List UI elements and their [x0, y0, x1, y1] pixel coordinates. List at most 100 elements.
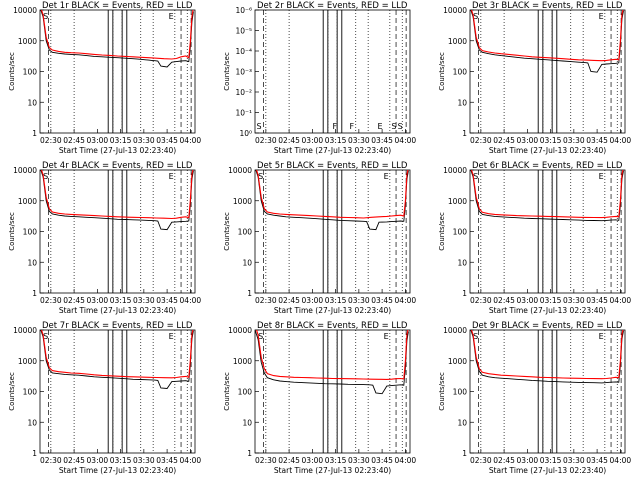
y-tick-label: 1	[462, 449, 467, 458]
x-tick-label: 03:30	[133, 136, 155, 145]
x-tick-label: 04:00	[180, 136, 202, 145]
panel: Det 4r BLACK = Events, RED = LLD 1 10 100 10…	[8, 161, 201, 315]
x-tick-label: 03:45	[156, 456, 178, 465]
flag-letter: F	[333, 122, 338, 131]
y-tick-label: 1000	[448, 37, 467, 46]
x-tick-label: 02:30	[40, 136, 62, 145]
x-tick-label: 02:30	[255, 456, 277, 465]
x-axis-label: Start Time (27-Jul-13 02:23:40)	[274, 306, 391, 315]
lld-series-line	[255, 330, 409, 380]
y-tick-label: 10	[457, 418, 467, 427]
y-axis-label: Counts/sec	[8, 212, 16, 251]
x-tick-label: 02:45	[63, 136, 85, 145]
y-tick-label: 10	[27, 418, 37, 427]
x-tick-label: 03:30	[133, 296, 155, 305]
x-tick-label: 03:45	[586, 456, 608, 465]
y-tick-label: 1	[32, 129, 37, 138]
panel-title: Det 6r BLACK = Events, RED = LLD	[472, 161, 623, 171]
y-tick-label: 1000	[18, 357, 37, 366]
y-tick-label: 10⁰	[239, 129, 252, 138]
y-tick-label: 10⁻⁴	[235, 47, 252, 56]
y-axis-label: Counts/sec	[438, 52, 446, 91]
flag-letter: E	[169, 172, 174, 181]
y-axis-label: Counts/sec	[8, 52, 16, 91]
flag-letter: S	[258, 332, 263, 341]
flag-letter: S	[473, 332, 478, 341]
panel-title: Det 8r BLACK = Events, RED = LLD	[257, 321, 408, 331]
x-axis-label: Start Time (27-Jul-13 02:23:40)	[59, 466, 176, 475]
flag-letter: S	[398, 122, 403, 131]
y-tick-label: 10000	[228, 326, 252, 335]
flag-letter: S	[473, 172, 478, 181]
y-tick-label: 10⁻⁶	[235, 6, 252, 15]
x-tick-label: 03:15	[540, 456, 562, 465]
x-axis-label: Start Time (27-Jul-13 02:23:40)	[489, 466, 606, 475]
panel-title: Det 2r BLACK = Events, RED = LLD	[257, 1, 408, 11]
x-tick-label: 03:45	[371, 456, 393, 465]
panel: Det 9r BLACK = Events, RED = LLD 1 10 100 10…	[438, 321, 631, 475]
x-tick-label: 03:45	[371, 296, 393, 305]
y-tick-label: 100	[453, 228, 468, 237]
y-tick-label: 10000	[13, 166, 37, 175]
x-tick-label: 02:45	[493, 136, 515, 145]
flag-letter: S	[473, 12, 478, 21]
x-tick-label: 03:30	[348, 136, 370, 145]
y-tick-label: 1000	[18, 197, 37, 206]
x-tick-label: 04:00	[610, 136, 632, 145]
flag-letter: E	[384, 332, 389, 341]
x-tick-label: 03:15	[325, 136, 347, 145]
y-axis-label: Counts/sec	[438, 212, 446, 251]
x-axis-label: Start Time (27-Jul-13 02:23:40)	[489, 146, 606, 155]
y-axis-label: Counts/sec	[8, 372, 16, 411]
events-series-line	[255, 170, 409, 231]
x-tick-label: 03:00	[87, 296, 109, 305]
y-tick-label: 10000	[443, 326, 467, 335]
x-tick-label: 03:45	[156, 296, 178, 305]
y-tick-label: 100	[238, 388, 253, 397]
x-tick-label: 03:00	[302, 296, 324, 305]
y-tick-label: 10000	[13, 326, 37, 335]
y-axis-label: Counts/sec	[223, 372, 231, 411]
x-tick-label: 02:45	[493, 456, 515, 465]
y-tick-label: 10⁻²	[235, 88, 252, 97]
x-tick-label: 03:15	[325, 456, 347, 465]
flag-letter: E	[599, 172, 604, 181]
lld-series-line	[470, 170, 624, 219]
x-tick-label: 02:30	[40, 456, 62, 465]
y-tick-label: 1000	[233, 197, 252, 206]
x-tick-label: 03:30	[133, 456, 155, 465]
flag-letter: S	[43, 12, 48, 21]
panel: Det 1r BLACK = Events, RED = LLD 1 10 100 10…	[8, 1, 201, 155]
y-tick-label: 10⁻¹	[235, 109, 252, 118]
flag-letter: E	[599, 12, 604, 21]
x-tick-label: 03:00	[302, 136, 324, 145]
lld-series-line	[40, 330, 194, 379]
flag-letter: E	[169, 332, 174, 341]
y-tick-label: 10⁻³	[235, 68, 252, 77]
flag-letter: S	[43, 332, 48, 341]
lld-series-line	[470, 330, 624, 380]
panel: Det 8r BLACK = Events, RED = LLD 1 10 100 10…	[223, 321, 416, 475]
y-tick-label: 1	[462, 129, 467, 138]
x-tick-label: 02:45	[278, 136, 300, 145]
y-tick-label: 1	[247, 449, 252, 458]
x-tick-label: 03:45	[156, 136, 178, 145]
y-tick-label: 1000	[448, 197, 467, 206]
panel-title: Det 7r BLACK = Events, RED = LLD	[42, 321, 193, 331]
x-tick-label: 02:45	[278, 456, 300, 465]
x-tick-label: 03:45	[586, 296, 608, 305]
events-series-line	[40, 170, 194, 231]
panel: Det 7r BLACK = Events, RED = LLD 1 10 100 10…	[8, 321, 201, 475]
x-tick-label: 04:00	[395, 296, 417, 305]
y-tick-label: 100	[23, 388, 38, 397]
x-tick-label: 04:00	[395, 136, 417, 145]
lld-series-line	[40, 10, 194, 60]
y-tick-label: 100	[23, 228, 38, 237]
x-tick-label: 03:30	[348, 456, 370, 465]
y-tick-label: 10	[242, 418, 252, 427]
y-axis-label: Counts/sec	[223, 52, 231, 91]
x-tick-label: 02:30	[40, 296, 62, 305]
events-series-line	[470, 10, 624, 73]
